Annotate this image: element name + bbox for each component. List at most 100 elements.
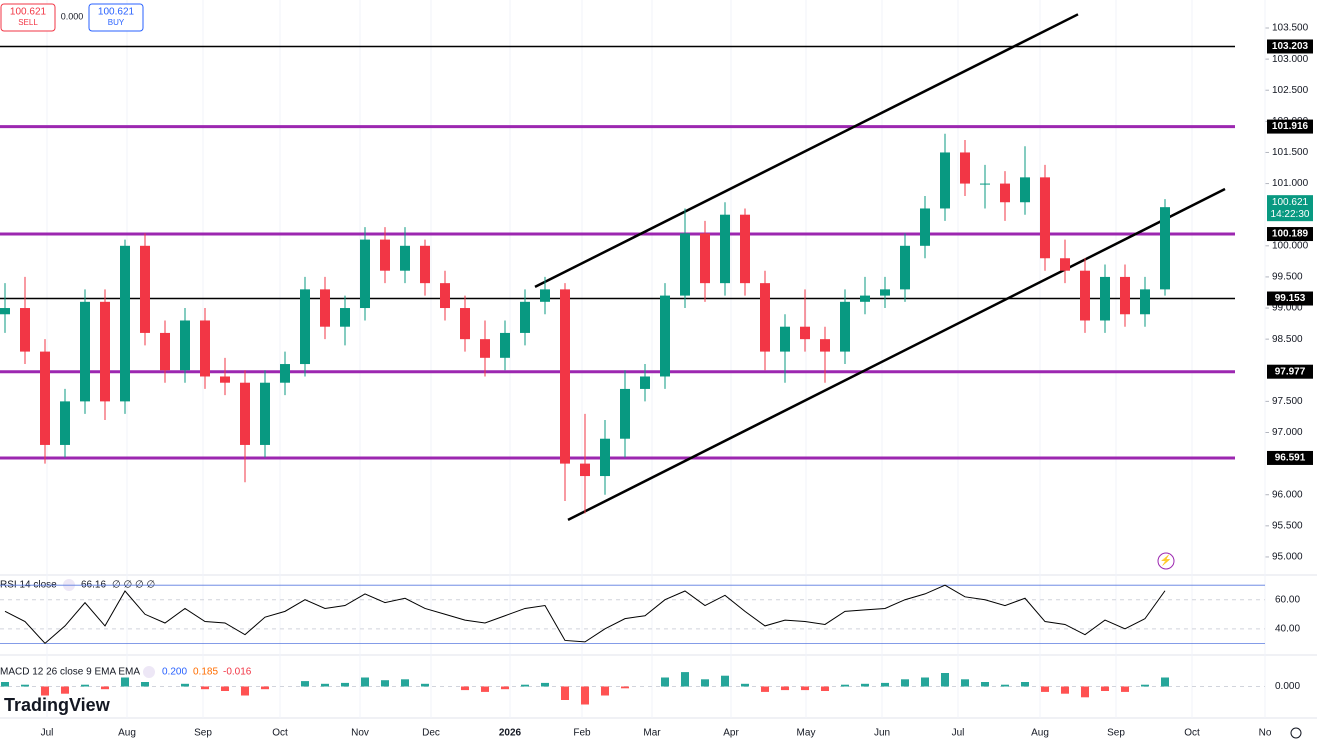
buy-price: 100.621 (98, 7, 135, 18)
candle-body (1080, 270, 1090, 321)
macd-bar (1121, 686, 1129, 692)
macd-bar (401, 679, 409, 687)
macd-bar (861, 683, 869, 687)
y-tick-label: 103.000 (1272, 54, 1309, 65)
candle-body (400, 245, 410, 271)
y-tick-label: 97.500 (1272, 396, 1303, 407)
level-label: 96.591 (1275, 453, 1306, 464)
candle-body (580, 463, 590, 477)
x-tick-label: Oct (1184, 728, 1200, 739)
macd-bar (61, 686, 69, 694)
candle-body (320, 289, 330, 327)
trend-line (534, 13, 1079, 288)
rsi-tick-label: 40.00 (1275, 623, 1300, 634)
y-tick-label: 101.000 (1272, 178, 1309, 189)
candle-body (440, 283, 450, 309)
macd-bar (701, 679, 709, 687)
hist-value: -0.016 (223, 667, 252, 678)
level-label: 97.977 (1275, 366, 1306, 377)
macd-bar (261, 686, 269, 690)
candle-body (420, 245, 430, 284)
buy-box[interactable] (88, 3, 144, 32)
macd-bar (1101, 686, 1109, 691)
candle-body (540, 289, 550, 302)
x-tick-label: 2026 (499, 728, 522, 739)
candle-body (360, 239, 370, 309)
x-tick-label: Sep (1107, 728, 1125, 739)
macd-bar (301, 681, 309, 687)
x-tick-label: Sep (194, 728, 212, 739)
macd-tick-label: 0.000 (1275, 681, 1300, 692)
macd-bar (601, 686, 609, 696)
macd-bar (781, 686, 789, 691)
trade-widget[interactable]: 100.621 SELL 0.000 100.621 BUY (0, 3, 144, 32)
candle-body (240, 382, 250, 445)
logo: TradingView (4, 695, 111, 715)
macd-bar (101, 686, 109, 690)
macd-bar (1021, 682, 1029, 687)
candle-body (260, 382, 270, 445)
y-tick-label: 95.000 (1272, 552, 1303, 563)
last-price: 100.621 (1272, 197, 1309, 208)
candle-body (380, 239, 390, 271)
macd-bar (581, 686, 589, 705)
candle-body (220, 376, 230, 383)
alert-glyph: ⚡ (1160, 554, 1172, 567)
candle-body (740, 214, 750, 284)
candle-body (760, 283, 770, 352)
macd-bar (181, 683, 189, 687)
candle-body (100, 301, 110, 402)
macd-icon[interactable] (143, 666, 155, 678)
level-label-box (1267, 39, 1313, 54)
candle-body (80, 301, 90, 402)
sell-box[interactable] (0, 3, 56, 32)
x-tick-label: Mar (643, 728, 661, 739)
candle-body (820, 339, 830, 352)
candle-body (1000, 183, 1010, 203)
level-label-box (1267, 364, 1313, 379)
x-tick-label: Feb (573, 728, 591, 739)
level-label: 99.153 (1275, 293, 1306, 304)
macd-bar (901, 679, 909, 687)
macd-bar (21, 684, 29, 687)
overlay: 103.203 101.916 100.189 99.153 97.977 96.591 1… (0, 13, 1313, 705)
y-tick-label: 99.000 (1272, 303, 1303, 314)
settings-icon[interactable] (1290, 727, 1302, 739)
x-tick-label: Dec (422, 728, 440, 739)
candle-body (1120, 276, 1130, 315)
alert-icon[interactable] (1157, 552, 1175, 570)
x-tick-label: No (1259, 728, 1272, 739)
macd-bar (541, 682, 549, 687)
candle-body (840, 301, 850, 352)
candle-body (800, 326, 810, 340)
candle-body (280, 364, 290, 383)
x-tick-label: Oct (272, 728, 288, 739)
macd-bar (661, 677, 669, 687)
y-tick-label: 102.500 (1272, 85, 1309, 96)
candle-body (200, 320, 210, 377)
macd-bar (821, 686, 829, 691)
macd-bar (141, 682, 149, 687)
macd-bar (341, 682, 349, 687)
macd-bar (761, 686, 769, 692)
macd-bar (1141, 684, 1149, 687)
macd-bar (321, 683, 329, 687)
macd-bar (201, 686, 209, 690)
rsi-line (4, 584, 1166, 645)
candle-body (160, 332, 170, 371)
macd-bar (841, 684, 849, 687)
y-tick-label: 101.500 (1272, 147, 1309, 158)
x-tick-label: Jul (952, 728, 965, 739)
candle-body (780, 326, 790, 352)
x-tick-label: Aug (1031, 728, 1049, 739)
rsi-tick-label: 60.00 (1275, 594, 1300, 605)
y-tick-label: 100.000 (1272, 240, 1309, 251)
countdown: 14:22:30 (1271, 209, 1310, 220)
candle-body (980, 183, 990, 185)
y-tick-label: 95.500 (1272, 520, 1303, 531)
signal-value: 0.185 (193, 667, 218, 678)
trend-line (567, 187, 1226, 522)
macd-value: 0.200 (162, 667, 187, 678)
y-tick-label: 98.500 (1272, 334, 1303, 345)
